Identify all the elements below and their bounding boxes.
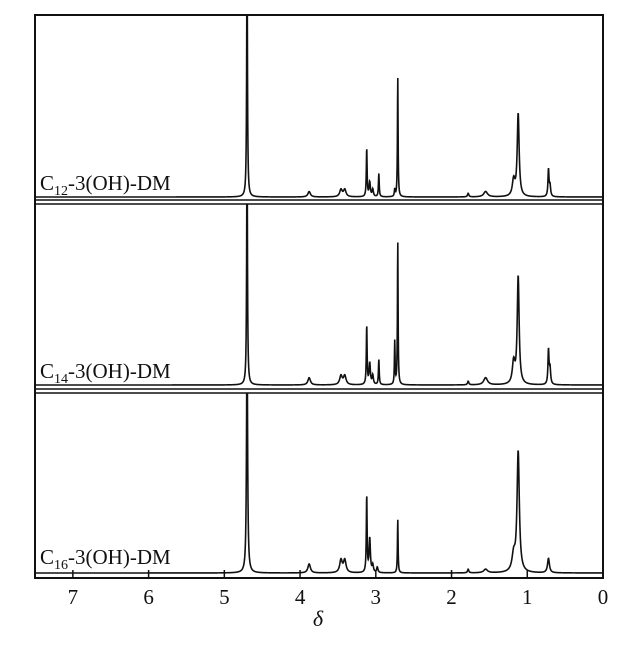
- panel-label-c16: C16-3(OH)-DM: [40, 545, 171, 573]
- x-tick-label: 0: [598, 585, 609, 609]
- x-tick-label: 5: [219, 585, 230, 609]
- spectrum-line-panel-1: [35, 15, 603, 198]
- spectrum-line-panel-2: [35, 204, 603, 386]
- x-axis-label: δ: [313, 606, 324, 631]
- x-tick-label: 3: [371, 585, 382, 609]
- x-tick-label: 1: [522, 585, 533, 609]
- spectrum-line-panel-3: [35, 393, 603, 574]
- spectra-group: [35, 15, 603, 574]
- x-tick-label: 6: [143, 585, 154, 609]
- panel-label-c14: C14-3(OH)-DM: [40, 359, 171, 387]
- panel-label-c12: C12-3(OH)-DM: [40, 171, 171, 199]
- x-tick-label: 4: [295, 585, 306, 609]
- x-tick-label: 7: [68, 585, 79, 609]
- x-tick-label: 2: [446, 585, 457, 609]
- plot-frame: [34, 14, 604, 579]
- x-axis: 7 6 5 4 3 2 1 0: [68, 570, 609, 609]
